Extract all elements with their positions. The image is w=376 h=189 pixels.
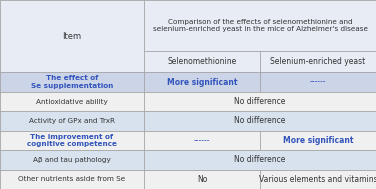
Bar (144, 150, 376, 170)
Text: Aβ and tau pathology: Aβ and tau pathology (33, 157, 111, 163)
Bar (260, 170, 376, 189)
Text: No difference: No difference (234, 116, 286, 125)
Text: Item: Item (62, 32, 82, 41)
Bar (260, 72, 376, 92)
Bar (0, 131, 144, 150)
Text: No: No (197, 175, 207, 184)
Bar (144, 131, 260, 150)
Text: No difference: No difference (234, 155, 286, 164)
Bar (0, 170, 144, 189)
Bar (0, 92, 144, 111)
Text: Comparison of the effects of selenomethionine and
selenium-enriched yeast in the: Comparison of the effects of selenomethi… (153, 19, 367, 32)
Bar (0, 0, 144, 72)
Bar (0, 72, 144, 92)
Bar (260, 51, 376, 72)
Bar (260, 131, 376, 150)
Bar (144, 72, 260, 92)
Bar (0, 111, 144, 131)
Text: No difference: No difference (234, 97, 286, 106)
Text: ------: ------ (310, 78, 326, 87)
Text: Other nutrients aside from Se: Other nutrients aside from Se (18, 176, 126, 182)
Text: Activity of GPx and TrxR: Activity of GPx and TrxR (29, 118, 115, 124)
Text: The effect of
Se supplementation: The effect of Se supplementation (31, 75, 113, 89)
Text: Antioxidative ability: Antioxidative ability (36, 98, 108, 105)
Text: Selenomethionine: Selenomethionine (167, 57, 237, 66)
Bar (144, 111, 376, 131)
Bar (144, 51, 260, 72)
Text: Various elements and vitamins: Various elements and vitamins (259, 175, 376, 184)
Text: More significant: More significant (167, 78, 237, 87)
Bar (144, 170, 260, 189)
Bar (144, 0, 376, 51)
Bar (0, 150, 144, 170)
Text: The improvement of
cognitive competence: The improvement of cognitive competence (27, 134, 117, 147)
Text: Selenium-enriched yeast: Selenium-enriched yeast (270, 57, 366, 66)
Bar (144, 92, 376, 111)
Text: ------: ------ (194, 136, 210, 145)
Text: More significant: More significant (283, 136, 353, 145)
